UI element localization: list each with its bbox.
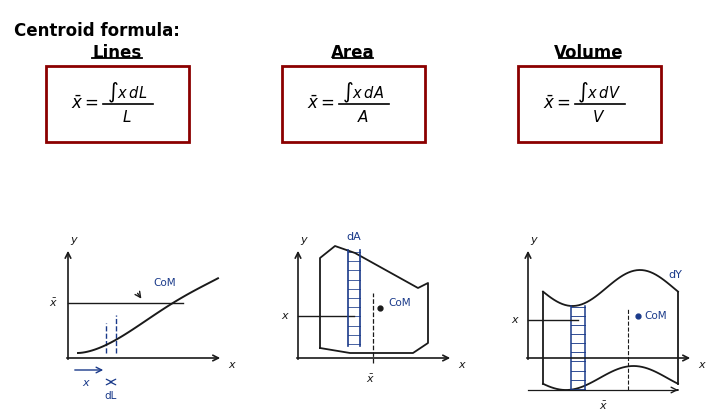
Text: y: y: [70, 235, 77, 245]
Text: $\bar{x}$: $\bar{x}$: [49, 297, 58, 309]
Text: dA: dA: [347, 232, 361, 242]
Text: Area: Area: [331, 44, 375, 62]
Text: Volume: Volume: [554, 44, 623, 62]
Text: dY: dY: [668, 269, 682, 280]
Text: CoM: CoM: [153, 278, 176, 288]
Text: $L$: $L$: [122, 109, 132, 125]
Bar: [518, 66, 661, 142]
Text: CoM: CoM: [388, 298, 410, 308]
Text: $\bar{x}=$: $\bar{x}=$: [72, 95, 99, 113]
Text: $\int x\, dA$: $\int x\, dA$: [342, 81, 384, 105]
Text: $A$: $A$: [357, 109, 369, 125]
Text: $\bar{x}=$: $\bar{x}=$: [543, 95, 571, 113]
Text: x: x: [511, 315, 518, 325]
Text: dL: dL: [105, 391, 117, 401]
Text: x: x: [228, 360, 235, 370]
Text: Lines: Lines: [92, 44, 142, 62]
Text: $\int x\, dL$: $\int x\, dL$: [107, 81, 147, 105]
Bar: [46, 66, 189, 142]
Text: $\bar{x}$: $\bar{x}$: [598, 400, 608, 412]
Bar: [282, 66, 425, 142]
Text: y: y: [300, 235, 307, 245]
Text: x: x: [458, 360, 465, 370]
Text: y: y: [530, 235, 537, 245]
Text: $V$: $V$: [592, 109, 606, 125]
Text: CoM: CoM: [644, 311, 666, 321]
Text: Centroid formula:: Centroid formula:: [14, 22, 180, 40]
Text: $\bar{x}$: $\bar{x}$: [365, 373, 375, 385]
Text: $\int x\, dV$: $\int x\, dV$: [577, 81, 621, 105]
Text: x: x: [698, 360, 704, 370]
Text: x: x: [282, 311, 288, 321]
Text: $\bar{x}=$: $\bar{x}=$: [307, 95, 335, 113]
Text: x: x: [83, 378, 89, 388]
